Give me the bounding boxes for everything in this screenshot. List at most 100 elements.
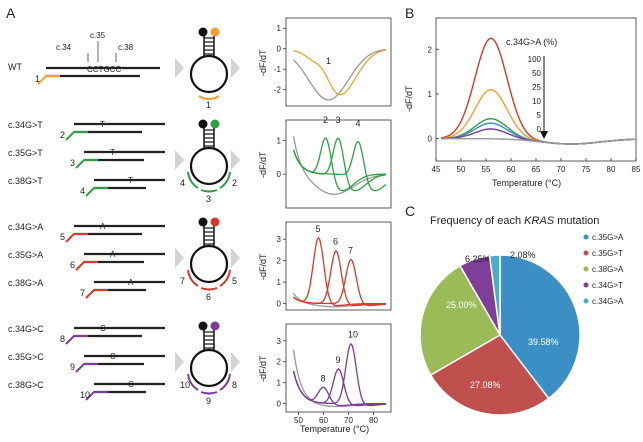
group-0: c.34G>T T 2 c.35G>T T 3 c.38G>T T 4 xyxy=(8,120,165,197)
mutation-label: c.34G>C xyxy=(8,324,44,334)
fluor-dot xyxy=(210,321,220,331)
b-level: 5 xyxy=(537,111,542,120)
probe-num: 3 xyxy=(70,158,75,168)
loop-num: 10 xyxy=(180,380,190,390)
mutation-label: c.38G>A xyxy=(8,278,43,288)
melting-plot-1: 1 0 -dF/dT 2 3 4 xyxy=(258,115,392,209)
loop-num: 7 xyxy=(180,276,185,286)
legend-dot xyxy=(583,234,589,240)
b-level: 0 xyxy=(537,125,542,134)
mutant-base: T xyxy=(128,176,133,185)
b-level: 25 xyxy=(532,83,541,92)
wt-sequence: CCTGCC xyxy=(87,65,121,74)
peak-curve xyxy=(292,141,387,192)
mutation-label: c.38G>C xyxy=(8,380,44,390)
flow-arrow xyxy=(231,248,240,268)
pie-legend: c.35G>A c.35G>T c.38G>A c.34G>T c.34G>A xyxy=(583,233,624,306)
mutation-groups: c.34G>T T 2 c.35G>T T 3 c.38G>T T 4 c.34G>A A 5 c.35… xyxy=(8,120,165,401)
plot-frame xyxy=(285,119,392,209)
loop-num: 5 xyxy=(232,276,237,286)
probe-arc xyxy=(200,287,218,291)
hairpin-loop xyxy=(189,348,229,388)
loop-num: 9 xyxy=(206,396,211,406)
ytick-label: 1 xyxy=(277,136,282,145)
probe xyxy=(65,233,88,243)
peak-curve xyxy=(293,236,386,307)
b-series-0 xyxy=(441,138,636,145)
mutation-label: c.35G>C xyxy=(8,352,44,362)
panel-label-c: C xyxy=(405,203,415,219)
melting-plots-a: 10-1-2-dF/dT 110-dF/dT2 3 43210-dF/dT567321… xyxy=(258,17,392,413)
mutant-base: A xyxy=(110,250,116,259)
peak-label: 4 xyxy=(356,118,361,128)
flow-arrow xyxy=(175,58,184,78)
ytick-label: 0 xyxy=(277,300,282,309)
probe-arc xyxy=(187,373,199,391)
legend-label: c.34G>A xyxy=(592,297,624,306)
b-curves xyxy=(440,37,636,145)
b-xtick-label: 45 xyxy=(432,165,441,174)
probe-num: 8 xyxy=(60,334,65,344)
probe-arc xyxy=(219,269,231,287)
peak-curve xyxy=(293,258,387,307)
ytick-label: 2 xyxy=(277,257,282,266)
xtick-label: 50 xyxy=(294,416,303,425)
probe xyxy=(75,159,98,169)
b-xtick-label: 50 xyxy=(457,165,466,174)
b-xtick-label: 70 xyxy=(557,165,566,174)
b-xtick-label: 80 xyxy=(607,165,616,174)
mutation-label: c.38G>T xyxy=(8,176,43,186)
probe xyxy=(75,363,98,373)
wt-row: WT c.35 c.34 c.38 CCTGCC 1 xyxy=(8,31,160,85)
wt-probe xyxy=(37,75,60,85)
mutant-base: A xyxy=(128,278,134,287)
panel-label-b: B xyxy=(405,5,414,21)
hairpin-1: 4 3 2 xyxy=(175,119,240,204)
xtick-label: 70 xyxy=(344,416,353,425)
probe-num: 5 xyxy=(60,232,65,242)
pie-slice-label: 6.25% xyxy=(465,254,491,264)
hairpin-loop xyxy=(189,244,229,284)
probe-arc xyxy=(200,189,218,193)
fluor-dot xyxy=(210,27,220,37)
probe-arc xyxy=(187,269,199,287)
flow-arrow xyxy=(175,248,184,268)
b-level: 50 xyxy=(532,69,541,78)
peak-label: 8 xyxy=(321,374,326,384)
quencher-dot xyxy=(198,27,208,37)
wt-pos-34: c.34 xyxy=(56,43,72,52)
b-level: 10 xyxy=(532,97,541,106)
gray-curve xyxy=(293,48,387,101)
mutation-label: c.35G>T xyxy=(8,148,43,158)
peak-label: 7 xyxy=(348,245,353,255)
c-title: Frequency of each KRAS mutation xyxy=(430,215,599,227)
hairpin-2: 7 6 5 xyxy=(175,217,240,302)
mutant-base: T xyxy=(110,148,115,157)
probe xyxy=(65,131,88,141)
peak-curve xyxy=(292,368,386,407)
legend-dot xyxy=(583,282,589,288)
b-ylabel: -dF/dT xyxy=(404,85,414,112)
b-xtick-label: 75 xyxy=(582,165,591,174)
mutant-base: C xyxy=(128,380,134,389)
mutant-base: C xyxy=(110,352,116,361)
xtick-label: 80 xyxy=(369,416,378,425)
b-xlabel: Temperature (°C) xyxy=(492,178,561,188)
mutation-label: c.34G>T xyxy=(8,120,43,130)
b-ytick-label: 1 xyxy=(428,90,433,99)
peak-curve xyxy=(292,370,386,407)
peak-curve xyxy=(292,137,387,192)
pie-slice xyxy=(488,254,501,336)
wt-pos-38: c.38 xyxy=(118,43,134,52)
ytick-label: 1 xyxy=(277,379,282,388)
b-arrow-head xyxy=(540,131,548,139)
fluor-dot xyxy=(210,119,220,129)
pie-slice xyxy=(499,254,581,400)
plot-frame xyxy=(285,17,392,107)
wt-pos-35: c.35 xyxy=(90,31,106,40)
wt-curve xyxy=(293,49,387,96)
probe-arc xyxy=(219,171,231,189)
